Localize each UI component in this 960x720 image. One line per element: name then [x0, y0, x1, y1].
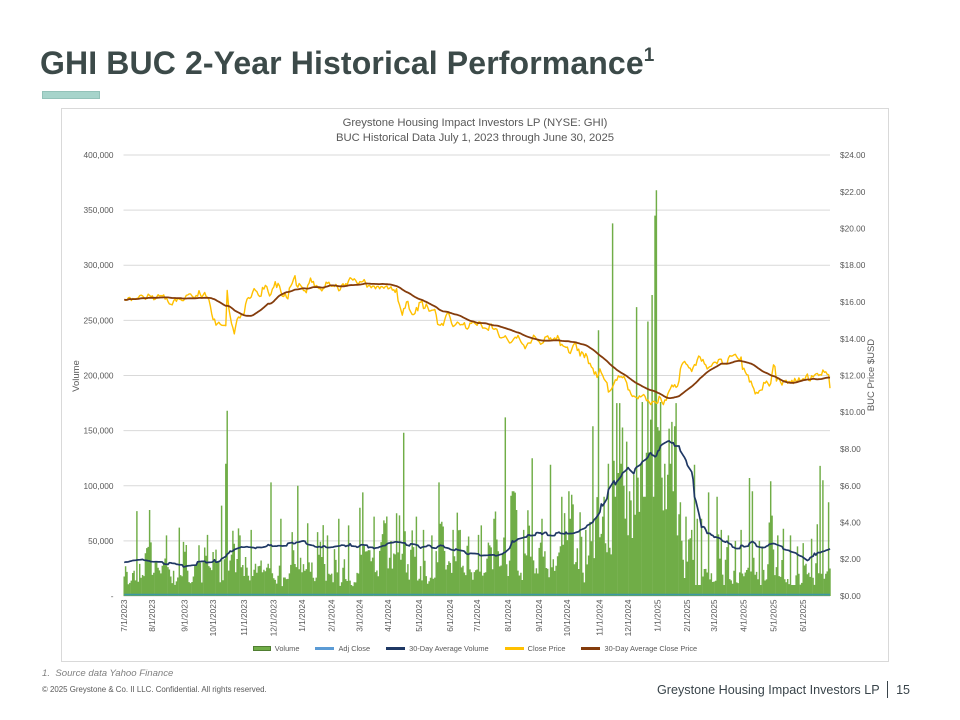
- svg-text:8/1/2023: 8/1/2023: [147, 599, 157, 632]
- svg-text:8/1/2024: 8/1/2024: [503, 599, 513, 632]
- svg-text:10/1/2024: 10/1/2024: [562, 599, 572, 636]
- svg-text:150,000: 150,000: [84, 426, 114, 436]
- svg-text:3/1/2025: 3/1/2025: [709, 599, 719, 632]
- svg-text:3/1/2024: 3/1/2024: [355, 599, 365, 632]
- svg-text:10/1/2023: 10/1/2023: [208, 599, 218, 636]
- svg-text:50,000: 50,000: [88, 536, 114, 546]
- svg-text:$24.00: $24.00: [840, 150, 866, 160]
- svg-text:200,000: 200,000: [84, 371, 114, 381]
- svg-text:2/1/2024: 2/1/2024: [327, 599, 337, 632]
- svg-text:9/1/2023: 9/1/2023: [180, 599, 190, 632]
- svg-text:5/1/2024: 5/1/2024: [414, 599, 424, 632]
- svg-text:4/1/2024: 4/1/2024: [383, 599, 393, 632]
- svg-text:6/1/2024: 6/1/2024: [445, 599, 455, 632]
- svg-text:BUC Price $USD: BUC Price $USD: [866, 339, 877, 411]
- svg-text:12/1/2024: 12/1/2024: [623, 599, 633, 636]
- svg-text:$14.00: $14.00: [840, 334, 866, 344]
- svg-text:$12.00: $12.00: [840, 371, 866, 381]
- svg-text:$20.00: $20.00: [840, 224, 866, 234]
- svg-text:$2.00: $2.00: [840, 554, 861, 564]
- svg-text:$10.00: $10.00: [840, 407, 866, 417]
- svg-text:2/1/2025: 2/1/2025: [682, 599, 692, 632]
- svg-text:1/1/2025: 1/1/2025: [653, 599, 663, 632]
- svg-text:$16.00: $16.00: [840, 297, 866, 307]
- svg-text:$0.00: $0.00: [840, 591, 861, 601]
- svg-text:7/1/2024: 7/1/2024: [472, 599, 482, 632]
- svg-text:250,000: 250,000: [84, 315, 114, 325]
- svg-text:350,000: 350,000: [84, 205, 114, 215]
- svg-text:$8.00: $8.00: [840, 444, 861, 454]
- svg-text:Volume: Volume: [71, 360, 82, 392]
- svg-text:11/1/2024: 11/1/2024: [595, 599, 605, 636]
- svg-text:-: -: [111, 591, 114, 601]
- svg-text:$18.00: $18.00: [840, 260, 866, 270]
- svg-text:5/1/2025: 5/1/2025: [768, 599, 778, 632]
- svg-text:$6.00: $6.00: [840, 481, 861, 491]
- svg-text:7/1/2023: 7/1/2023: [119, 599, 129, 632]
- svg-text:$22.00: $22.00: [840, 187, 866, 197]
- svg-text:6/1/2025: 6/1/2025: [798, 599, 808, 632]
- svg-text:400,000: 400,000: [84, 150, 114, 160]
- svg-text:$4.00: $4.00: [840, 518, 861, 528]
- svg-text:100,000: 100,000: [84, 481, 114, 491]
- svg-text:11/1/2023: 11/1/2023: [239, 599, 249, 636]
- svg-text:300,000: 300,000: [84, 260, 114, 270]
- svg-text:4/1/2025: 4/1/2025: [739, 599, 749, 632]
- svg-text:1/1/2024: 1/1/2024: [297, 599, 307, 632]
- svg-text:12/1/2023: 12/1/2023: [269, 599, 279, 636]
- svg-text:9/1/2024: 9/1/2024: [534, 599, 544, 632]
